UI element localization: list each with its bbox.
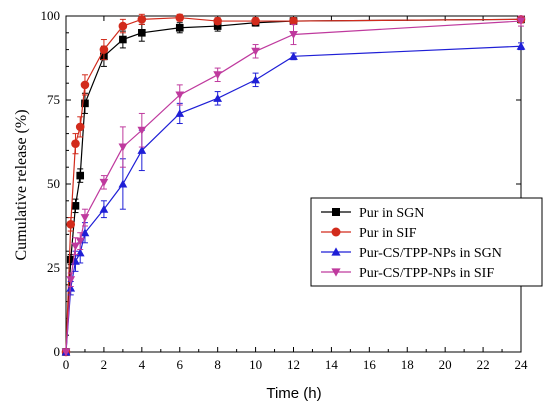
data-point	[61, 348, 71, 357]
data-point	[331, 227, 341, 237]
y-tick-label: 75	[47, 92, 60, 107]
x-tick-label: 18	[401, 357, 414, 372]
legend-box	[310, 197, 543, 287]
series-line	[65, 18, 522, 353]
data-point	[175, 109, 185, 117]
data-point	[137, 15, 147, 24]
y-axis-title: Cumulative release (%)	[13, 109, 30, 260]
data-point	[71, 202, 80, 210]
legend-label: Pur in SGN	[359, 206, 424, 221]
data-point	[66, 220, 76, 229]
data-point	[331, 268, 341, 277]
data-point	[80, 80, 90, 90]
data-point	[81, 99, 89, 108]
data-point	[251, 75, 260, 84]
data-point	[71, 139, 80, 148]
data-point	[213, 93, 223, 102]
x-tick-label: 24	[515, 357, 529, 372]
data-point	[332, 208, 340, 216]
data-point	[175, 23, 184, 32]
series-1	[61, 13, 526, 357]
x-tick-label: 22	[477, 357, 490, 372]
series-2	[61, 41, 526, 356]
y-tick-label: 50	[47, 176, 60, 191]
data-point	[213, 22, 222, 30]
y-tick-label: 0	[54, 344, 61, 359]
y-tick-label: 100	[41, 8, 61, 23]
data-point	[75, 122, 85, 132]
x-tick-label: 0	[63, 357, 70, 372]
x-tick-label: 4	[139, 357, 146, 372]
series-line	[65, 20, 522, 353]
x-tick-label: 10	[249, 357, 262, 372]
legend: Pur in SGN Pur in SIF Pur-CS/TPP-NPs in SG…	[310, 197, 543, 287]
data-point	[80, 214, 90, 222]
data-point	[251, 47, 260, 56]
data-point	[331, 247, 341, 256]
x-tick-label: 2	[101, 357, 108, 372]
data-point	[99, 204, 109, 213]
series-0	[62, 15, 525, 356]
y-tick-label: 25	[47, 260, 60, 275]
x-tick-label: 6	[177, 357, 184, 372]
data-point	[289, 16, 298, 26]
data-point	[119, 35, 127, 44]
series-line	[65, 17, 522, 353]
x-tick-label: 16	[363, 357, 377, 372]
data-point	[71, 242, 80, 251]
data-point	[137, 146, 147, 154]
data-point	[289, 30, 298, 39]
data-point	[118, 143, 128, 152]
data-point	[213, 16, 222, 26]
data-point	[137, 126, 147, 135]
legend-label: Pur in SIF	[359, 226, 417, 241]
data-point	[76, 171, 85, 180]
data-point	[251, 16, 260, 26]
data-point	[99, 178, 109, 187]
legend-label: Pur-CS/TPP-NPs in SGN	[359, 246, 502, 261]
series-3	[61, 15, 526, 357]
data-point	[66, 276, 76, 285]
x-axis-title: Time (h)	[266, 385, 321, 402]
data-point	[516, 41, 526, 50]
data-point	[213, 71, 223, 80]
data-point	[289, 51, 298, 60]
x-tick-label: 12	[287, 357, 300, 372]
data-point	[118, 21, 128, 31]
data-point	[175, 91, 185, 100]
x-tick-label: 14	[325, 357, 339, 372]
plot-frame	[65, 15, 522, 353]
x-tick-label: 20	[439, 357, 452, 372]
data-point	[138, 29, 146, 37]
x-tick-label: 8	[214, 357, 221, 372]
data-point	[75, 237, 85, 246]
data-point	[118, 179, 128, 188]
data-point	[66, 255, 75, 264]
data-point	[516, 17, 526, 26]
data-point	[99, 45, 109, 54]
data-point	[80, 228, 90, 237]
data-point	[175, 13, 185, 22]
legend-label: Pur-CS/TPP-NPs in SIF	[359, 266, 494, 281]
